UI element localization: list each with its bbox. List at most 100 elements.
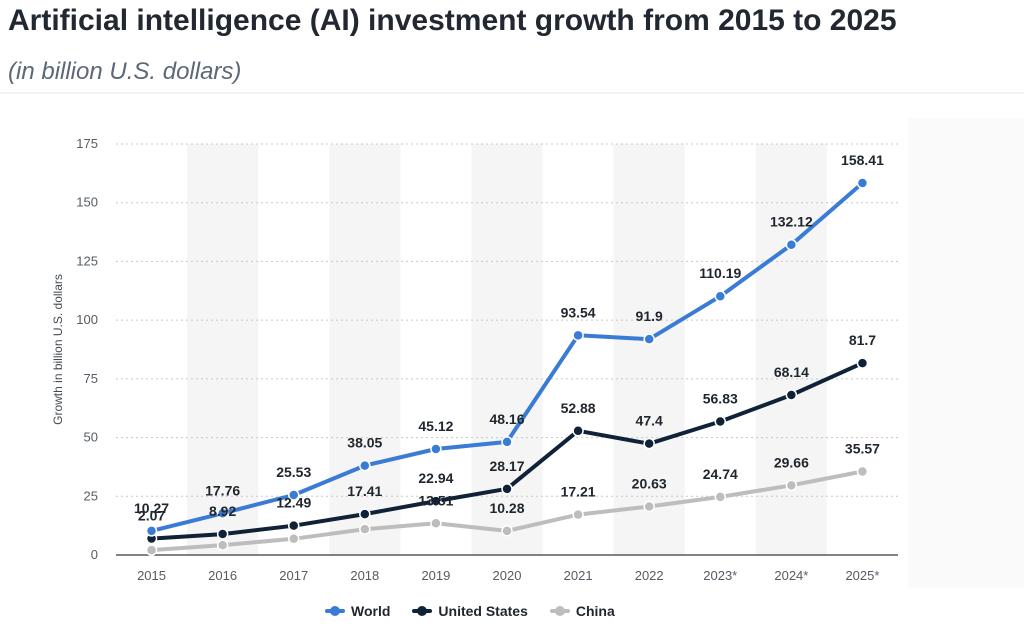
x-tick-label: 2023* [703, 568, 737, 583]
legend-label-world: World [351, 603, 391, 619]
data-label-china: 35.57 [845, 440, 880, 456]
legend-item-china[interactable]: China [549, 603, 615, 619]
data-point-world [572, 329, 584, 342]
data-point-china [430, 517, 442, 530]
data-point-united-states [216, 528, 229, 540]
data-point-world [501, 436, 513, 448]
y-axis-title: Growth in billion U.S. dollars [51, 274, 65, 425]
y-tick-label: 50 [84, 430, 98, 445]
data-point-world [287, 489, 300, 501]
data-label-united-states: 22.94 [418, 470, 453, 486]
x-tick-label: 2025* [845, 568, 879, 583]
x-tick-label: 2019 [421, 568, 450, 583]
data-label-united-states: 68.14 [774, 364, 809, 380]
data-point-china [572, 508, 584, 521]
column-band [613, 144, 685, 555]
data-label-united-states: 12.49 [276, 495, 311, 511]
data-label-china: 13.51 [418, 492, 453, 508]
data-label-world: 158.41 [841, 152, 884, 168]
y-tick-label: 25 [84, 488, 98, 503]
x-tick-label: 2018 [350, 568, 379, 583]
legend-item-world[interactable]: World [325, 603, 390, 619]
data-label-united-states: 52.88 [561, 400, 596, 416]
data-point-world [430, 443, 442, 455]
data-point-world [216, 507, 229, 520]
data-point-china [287, 533, 300, 545]
data-label-world: 91.9 [636, 308, 663, 324]
column-band [755, 144, 827, 555]
x-tick-label: 2022 [635, 568, 664, 583]
data-point-united-states [287, 519, 300, 532]
data-point-united-states [501, 483, 513, 495]
data-point-world [643, 333, 655, 345]
data-label-united-states: 8.92 [209, 503, 236, 519]
y-tick-label: 125 [76, 253, 98, 268]
x-tick-label: 2024* [774, 568, 808, 583]
column-band [187, 144, 259, 555]
x-tick-label: 2015 [137, 568, 166, 583]
data-label-united-states: 81.7 [849, 332, 876, 348]
data-label-china: 17.21 [561, 484, 596, 500]
data-label-world: 17.76 [205, 482, 240, 498]
legend-item-united-states[interactable]: United States [412, 603, 528, 619]
data-label-china: 10.28 [489, 500, 524, 516]
data-label-world: 93.54 [561, 304, 596, 320]
data-point-united-states [714, 415, 727, 428]
data-point-world [785, 238, 798, 251]
data-label-united-states: 28.17 [489, 458, 524, 474]
data-label-world: 10.27 [134, 500, 169, 516]
column-band [329, 144, 401, 555]
chart-subtitle: (in billion U.S. dollars) [8, 58, 242, 85]
data-point-united-states [430, 495, 442, 507]
data-point-united-states [856, 357, 869, 369]
data-label-china: 24.74 [703, 466, 738, 482]
data-label-world: 25.53 [276, 464, 311, 480]
y-tick-label: 100 [76, 312, 98, 327]
data-point-united-states [359, 508, 371, 520]
legend-swatch-world [325, 606, 345, 616]
data-label-united-states: 47.4 [636, 413, 663, 429]
data-label-china: 20.63 [632, 476, 667, 492]
chart-legend: World United States China [325, 603, 615, 619]
data-label-world: 38.05 [347, 435, 382, 451]
data-label-united-states: 56.83 [703, 391, 738, 407]
data-point-china [359, 523, 371, 535]
y-tick-label: 75 [84, 371, 98, 386]
data-label-china: 29.66 [774, 454, 809, 470]
data-point-china [145, 544, 158, 556]
x-tick-label: 2016 [208, 568, 237, 583]
data-point-china [714, 491, 727, 503]
legend-swatch-united-states [412, 606, 433, 616]
chart-title: Artificial intelligence (AI) investment … [8, 4, 897, 37]
y-tick-label: 175 [76, 136, 98, 151]
header-divider [0, 92, 1024, 94]
data-label-world: 45.12 [418, 418, 453, 434]
plot-side-band [908, 118, 1024, 588]
data-point-world [359, 459, 371, 472]
data-point-united-states [785, 389, 798, 401]
data-point-china [216, 539, 229, 551]
data-label-world: 48.16 [489, 411, 524, 427]
data-point-united-states [572, 425, 584, 437]
data-point-china [501, 525, 513, 537]
data-label-world: 110.19 [699, 265, 741, 281]
data-label-united-states: 17.41 [347, 483, 382, 499]
data-point-united-states [643, 437, 655, 450]
y-tick-label: 0 [91, 547, 98, 562]
data-point-china [785, 479, 798, 492]
data-label-world: 132.12 [770, 214, 813, 230]
data-point-china [856, 465, 869, 478]
data-label-united-states: 2.07 [138, 508, 165, 524]
legend-label-united-states: United States [438, 603, 528, 619]
x-tick-label: 2017 [279, 568, 308, 583]
legend-swatch-china [549, 606, 570, 616]
legend-label-china: China [575, 603, 615, 619]
x-tick-label: 2020 [493, 568, 522, 583]
y-tick-label: 150 [76, 195, 98, 210]
data-point-china [643, 500, 655, 513]
data-point-world [856, 177, 869, 189]
data-point-world [145, 525, 158, 537]
x-tick-label: 2021 [564, 568, 593, 583]
data-point-world [714, 290, 727, 302]
